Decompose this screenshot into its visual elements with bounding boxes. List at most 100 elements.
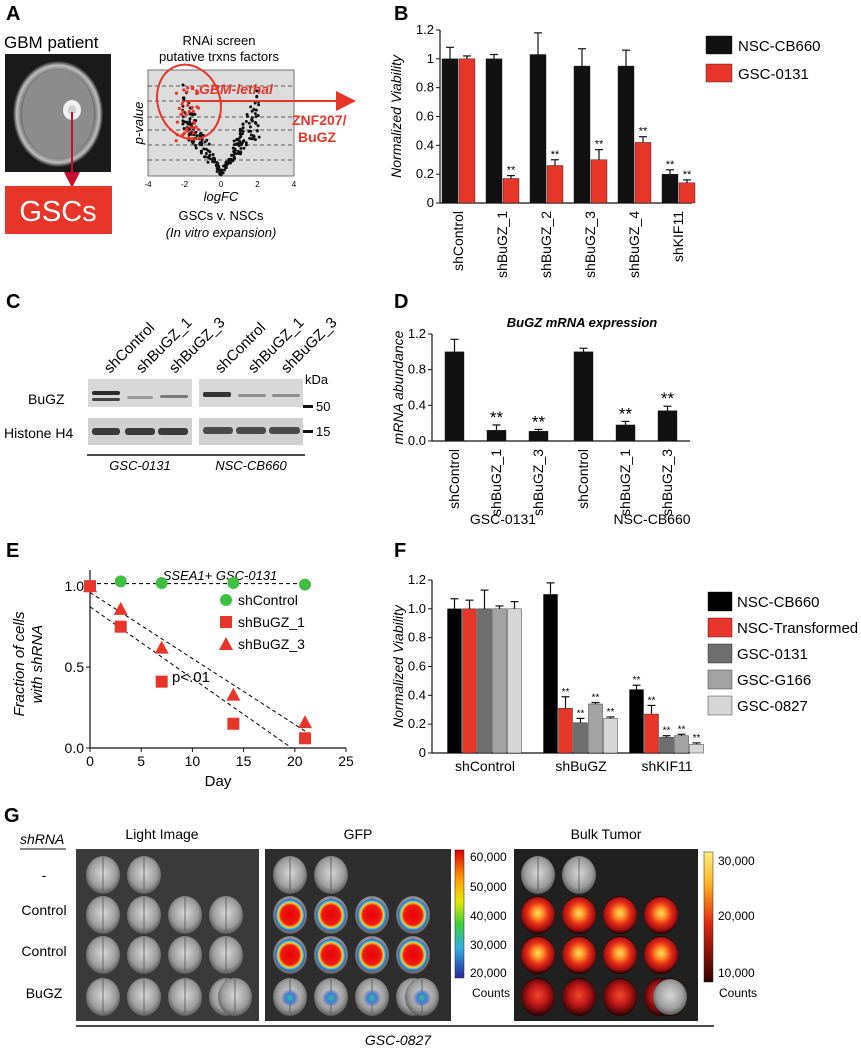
signal xyxy=(357,939,387,971)
gbm-lethal-label: GBM-lethal xyxy=(199,81,274,97)
screen-title-1: RNAi screen xyxy=(183,33,256,48)
brain-image xyxy=(127,896,161,934)
group-label: GSC-0131 xyxy=(470,511,536,527)
gfp-counts-label: Counts xyxy=(472,986,510,1000)
volcano-hit-point xyxy=(190,105,194,110)
volcano-point xyxy=(204,147,208,151)
panel-f: F 0 0.2 0.4 0.6 0.8 1.0 1.2 Normalized Viabilit… xyxy=(390,540,858,774)
mri-image xyxy=(5,54,111,172)
volcano-point xyxy=(208,150,212,154)
volcano-hit-point xyxy=(181,100,185,104)
bar xyxy=(674,735,689,754)
caption-2: (In vitro expansion) xyxy=(166,225,277,240)
title-light-image: Light Image xyxy=(125,826,198,842)
volcano-point xyxy=(211,160,215,164)
volcano-hit-point xyxy=(194,125,198,129)
bar xyxy=(543,594,558,754)
bar xyxy=(615,424,636,442)
y-tick-label: 0.0 xyxy=(408,433,426,448)
brain-image xyxy=(273,856,307,894)
volcano-point xyxy=(252,135,256,139)
y-axis-label: Normalized Viability xyxy=(388,54,404,178)
x-tick-label: shBuGZ_1 xyxy=(494,211,510,278)
legend-label: shBuGZ_3 xyxy=(238,636,305,652)
brain-image xyxy=(521,936,555,974)
volcano-hit-point xyxy=(195,89,199,93)
y-tick-label: 1.0 xyxy=(408,601,426,616)
legend-swatch xyxy=(707,617,733,638)
sig-label: ** xyxy=(577,708,585,719)
y-tick-label: 1.2 xyxy=(408,326,426,341)
volcano-point xyxy=(257,89,261,93)
brain-image xyxy=(396,896,430,934)
brain-image xyxy=(644,896,678,934)
volcano-hit-point xyxy=(177,106,181,111)
y-tick-label: 0 xyxy=(419,745,426,760)
volcano-hit-point xyxy=(180,112,184,116)
volcano-point xyxy=(224,163,228,167)
bar xyxy=(507,608,522,754)
volcano-point xyxy=(233,148,237,152)
volcano-point xyxy=(255,128,259,132)
legend-swatch xyxy=(705,63,733,83)
signal xyxy=(653,979,687,1015)
legend-label: shControl xyxy=(238,592,298,608)
volcano-point xyxy=(247,121,251,125)
brain-image xyxy=(168,936,202,974)
gfp-scale-label: 50,000 xyxy=(470,880,507,894)
volcano-point xyxy=(250,118,254,122)
x-tick-label: shControl xyxy=(446,449,462,509)
row-label-control-2: Control xyxy=(21,943,66,959)
bar xyxy=(678,182,696,204)
brain-image xyxy=(314,896,348,934)
x-tick-label: shKIF11 xyxy=(670,211,686,262)
gfp-scale-label: 20,000 xyxy=(470,966,507,980)
panel-b-label: B xyxy=(394,3,408,25)
volcano-point xyxy=(207,156,211,160)
data-point xyxy=(299,732,312,745)
brain-image xyxy=(86,936,120,974)
volcano-point xyxy=(248,125,252,129)
volcano-point xyxy=(244,119,248,123)
chart-d-title: BuGZ mRNA expression xyxy=(507,315,658,330)
bar xyxy=(573,351,594,442)
volcano-point xyxy=(200,141,204,145)
volcano-point xyxy=(224,166,228,170)
volcano-point xyxy=(241,140,245,144)
brain-image xyxy=(562,896,596,934)
bar xyxy=(558,708,573,754)
signal xyxy=(562,979,596,1015)
volcano-point xyxy=(255,94,259,98)
footer-gsc-0827: GSC-0827 xyxy=(365,1032,432,1048)
bar xyxy=(590,159,608,204)
brain-image xyxy=(562,856,596,894)
bar xyxy=(528,430,549,442)
volcano-hit-point xyxy=(187,110,191,114)
volcano-point xyxy=(181,119,185,123)
signal xyxy=(316,939,346,971)
volcano-plot xyxy=(147,63,295,177)
volcano-point xyxy=(239,143,243,147)
bar xyxy=(661,173,679,204)
brain-image xyxy=(396,936,430,974)
brain-image xyxy=(603,978,637,1016)
row-label-minus: - xyxy=(42,867,47,883)
y-tick-label: 0.2 xyxy=(408,716,426,731)
volcano-hit-point xyxy=(180,102,184,107)
sig-label: ** xyxy=(639,126,648,138)
legend-label: GSC-G166 xyxy=(737,672,811,689)
volcano-point xyxy=(252,107,256,111)
brain-image xyxy=(314,936,348,974)
volcano-hit-point xyxy=(175,120,179,124)
legend-label: GSC-0131 xyxy=(738,66,809,83)
bar xyxy=(485,58,503,204)
volcano-point xyxy=(253,120,257,124)
brain-image xyxy=(355,978,389,1016)
panel-e-label: E xyxy=(6,540,19,562)
volcano-hit-point xyxy=(186,86,190,90)
panel-g: G shRNA - Control Control BuGZ Light Ima… xyxy=(4,805,757,1048)
panel-b: B 0 0.2 0.4 0.6 0.8 1 1.2 Normalized Viability s… xyxy=(388,3,821,278)
trend-line xyxy=(89,606,293,749)
